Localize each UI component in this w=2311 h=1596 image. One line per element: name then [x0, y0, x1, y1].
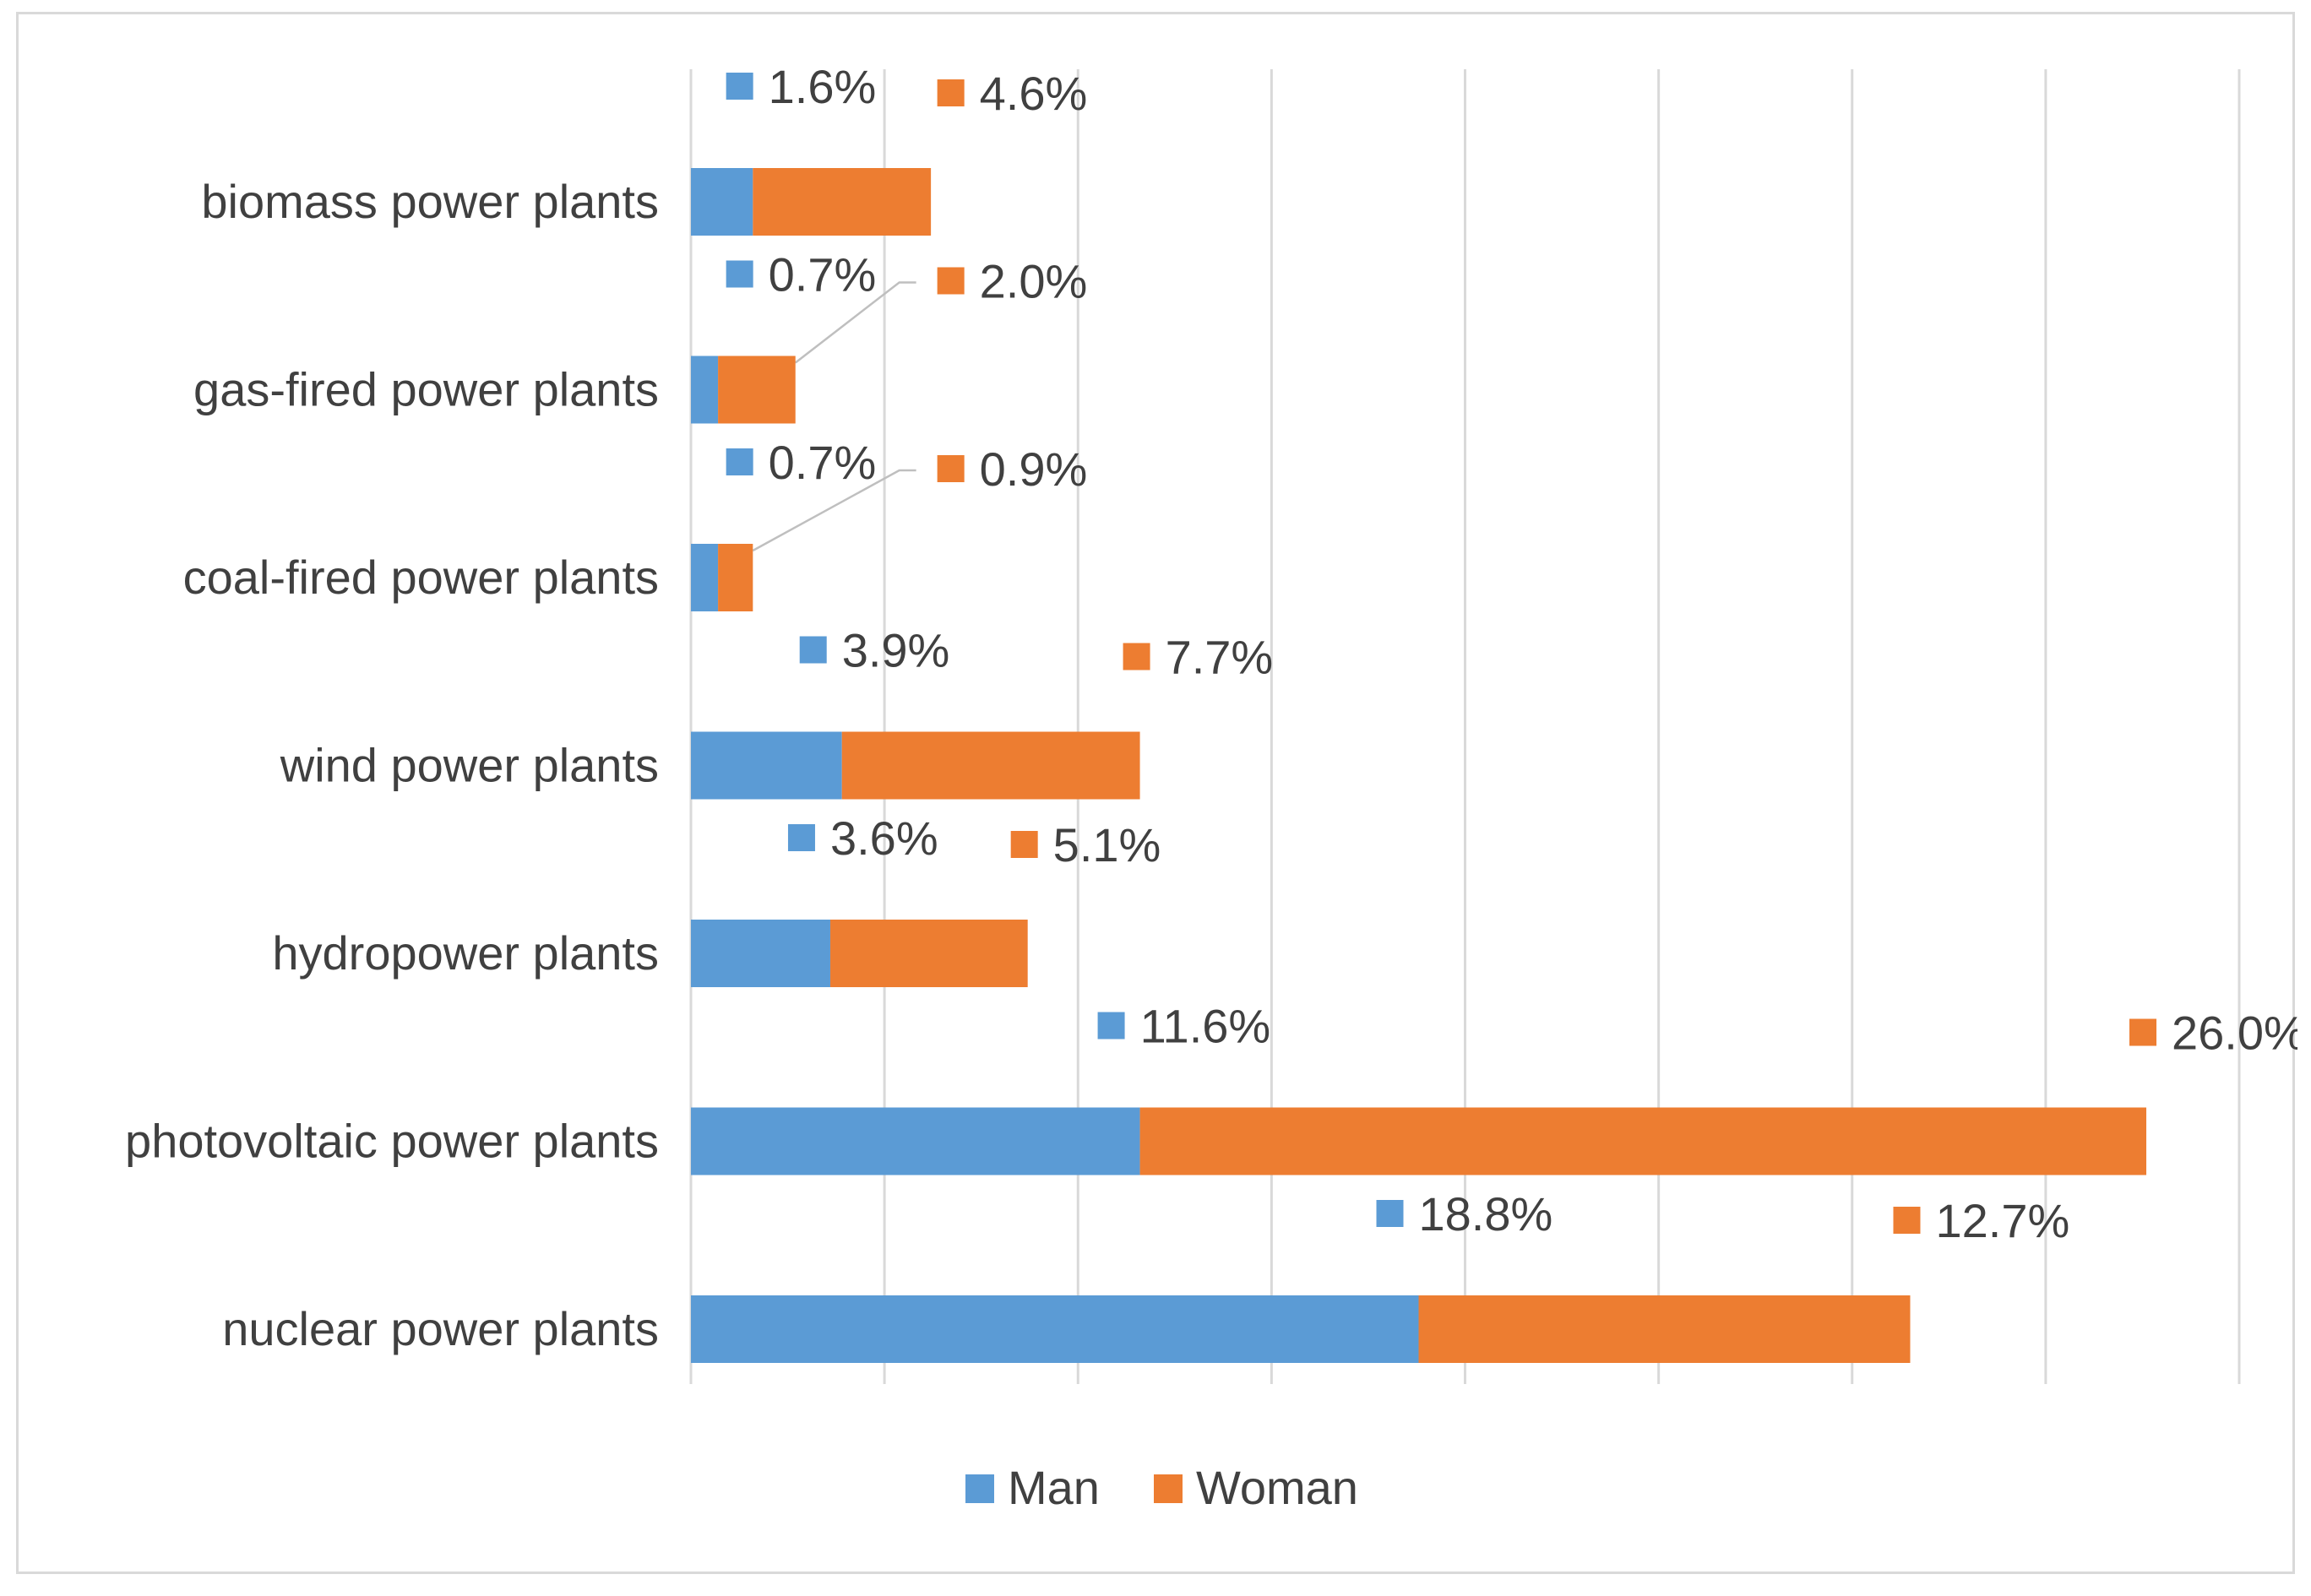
- data-label-man-coal-fired-power-plants: 0.7%: [769, 436, 877, 489]
- legend-swatch-man: [965, 1474, 994, 1503]
- data-label-marker-man-biomass-power-plants: [726, 73, 753, 100]
- bar-man-wind-power-plants: [691, 731, 842, 800]
- category-label-gas-fired-power-plants: gas-fired power plants: [193, 363, 659, 416]
- data-label-woman-hydropower-plants: 5.1%: [1053, 818, 1161, 871]
- data-label-woman-coal-fired-power-plants: 0.9%: [980, 442, 1088, 496]
- bar-woman-coal-fired-power-plants: [718, 544, 753, 611]
- bar-woman-biomass-power-plants: [753, 168, 932, 236]
- legend-label-woman: Woman: [1196, 1461, 1358, 1514]
- category-label-hydropower-plants: hydropower plants: [272, 926, 659, 980]
- bar-woman-photovoltaic-power-plants: [1139, 1107, 2147, 1175]
- data-label-marker-man-photovoltaic-power-plants: [1097, 1012, 1125, 1040]
- leader-line-woman-gas-fired-power-plants: [794, 281, 916, 364]
- bar-woman-wind-power-plants: [841, 731, 1140, 800]
- bar-woman-nuclear-power-plants: [1418, 1295, 1911, 1363]
- bar-woman-hydropower-plants: [829, 920, 1028, 987]
- category-label-wind-power-plants: wind power plants: [280, 739, 659, 792]
- category-label-photovoltaic-power-plants: photovoltaic power plants: [125, 1115, 659, 1168]
- bar-man-hydropower-plants: [691, 920, 830, 987]
- bar-man-photovoltaic-power-plants: [691, 1107, 1140, 1175]
- data-label-marker-man-gas-fired-power-plants: [726, 260, 753, 288]
- data-label-marker-woman-hydropower-plants: [1010, 831, 1038, 858]
- data-label-woman-nuclear-power-plants: 12.7%: [1935, 1194, 2069, 1247]
- data-label-man-wind-power-plants: 3.9%: [842, 624, 950, 677]
- data-label-man-hydropower-plants: 3.6%: [830, 812, 938, 865]
- data-label-layer: 1.6% 4.6% 0.7% 2.0% 0.7% 0.9% 3.9% 7.7% 3.6% 5.1%…: [726, 60, 2297, 1247]
- data-label-marker-man-nuclear-power-plants: [1376, 1200, 1404, 1227]
- data-label-man-nuclear-power-plants: 18.8%: [1419, 1187, 1553, 1240]
- leader-line-woman-coal-fired-power-plants: [752, 469, 916, 552]
- data-label-woman-wind-power-plants: 7.7%: [1166, 631, 1274, 684]
- legend-label-man: Man: [1008, 1461, 1100, 1514]
- category-label-layer: biomass power plants gas-fired power plan…: [125, 175, 659, 1355]
- data-label-marker-man-hydropower-plants: [787, 824, 815, 851]
- grid-layer: [689, 69, 2241, 1384]
- bar-man-biomass-power-plants: [691, 168, 753, 236]
- leader-layer: [752, 281, 916, 552]
- data-label-marker-woman-photovoltaic-power-plants: [2129, 1018, 2157, 1046]
- bar-man-coal-fired-power-plants: [691, 544, 719, 611]
- legend: Man Woman: [965, 1461, 1358, 1514]
- data-label-marker-woman-wind-power-plants: [1123, 643, 1150, 670]
- data-label-marker-man-coal-fired-power-plants: [726, 448, 753, 475]
- data-label-marker-man-wind-power-plants: [799, 636, 827, 664]
- data-label-man-biomass-power-plants: 1.6%: [769, 60, 877, 113]
- category-label-coal-fired-power-plants: coal-fired power plants: [183, 551, 659, 604]
- bar-woman-gas-fired-power-plants: [718, 356, 796, 424]
- bar-layer: [691, 168, 2147, 1363]
- category-label-biomass-power-plants: biomass power plants: [201, 175, 659, 228]
- data-label-marker-woman-coal-fired-power-plants: [937, 455, 965, 482]
- data-label-man-gas-fired-power-plants: 0.7%: [769, 248, 877, 301]
- data-label-woman-biomass-power-plants: 4.6%: [980, 67, 1088, 120]
- legend-swatch-woman: [1154, 1474, 1183, 1503]
- chart-frame: biomass power plants gas-fired power plan…: [16, 12, 2297, 1574]
- bar-man-gas-fired-power-plants: [691, 356, 719, 424]
- data-label-marker-woman-nuclear-power-plants: [1893, 1207, 1921, 1234]
- data-label-woman-gas-fired-power-plants: 2.0%: [980, 255, 1088, 308]
- data-label-man-photovoltaic-power-plants: 11.6%: [1140, 1000, 1271, 1053]
- data-label-marker-woman-biomass-power-plants: [937, 79, 965, 106]
- category-label-nuclear-power-plants: nuclear power plants: [222, 1302, 659, 1355]
- data-label-marker-woman-gas-fired-power-plants: [937, 267, 965, 295]
- chart-svg: biomass power plants gas-fired power plan…: [125, 60, 2297, 1514]
- bar-man-nuclear-power-plants: [691, 1295, 1419, 1363]
- data-label-woman-photovoltaic-power-plants: 26.0%: [2172, 1007, 2297, 1060]
